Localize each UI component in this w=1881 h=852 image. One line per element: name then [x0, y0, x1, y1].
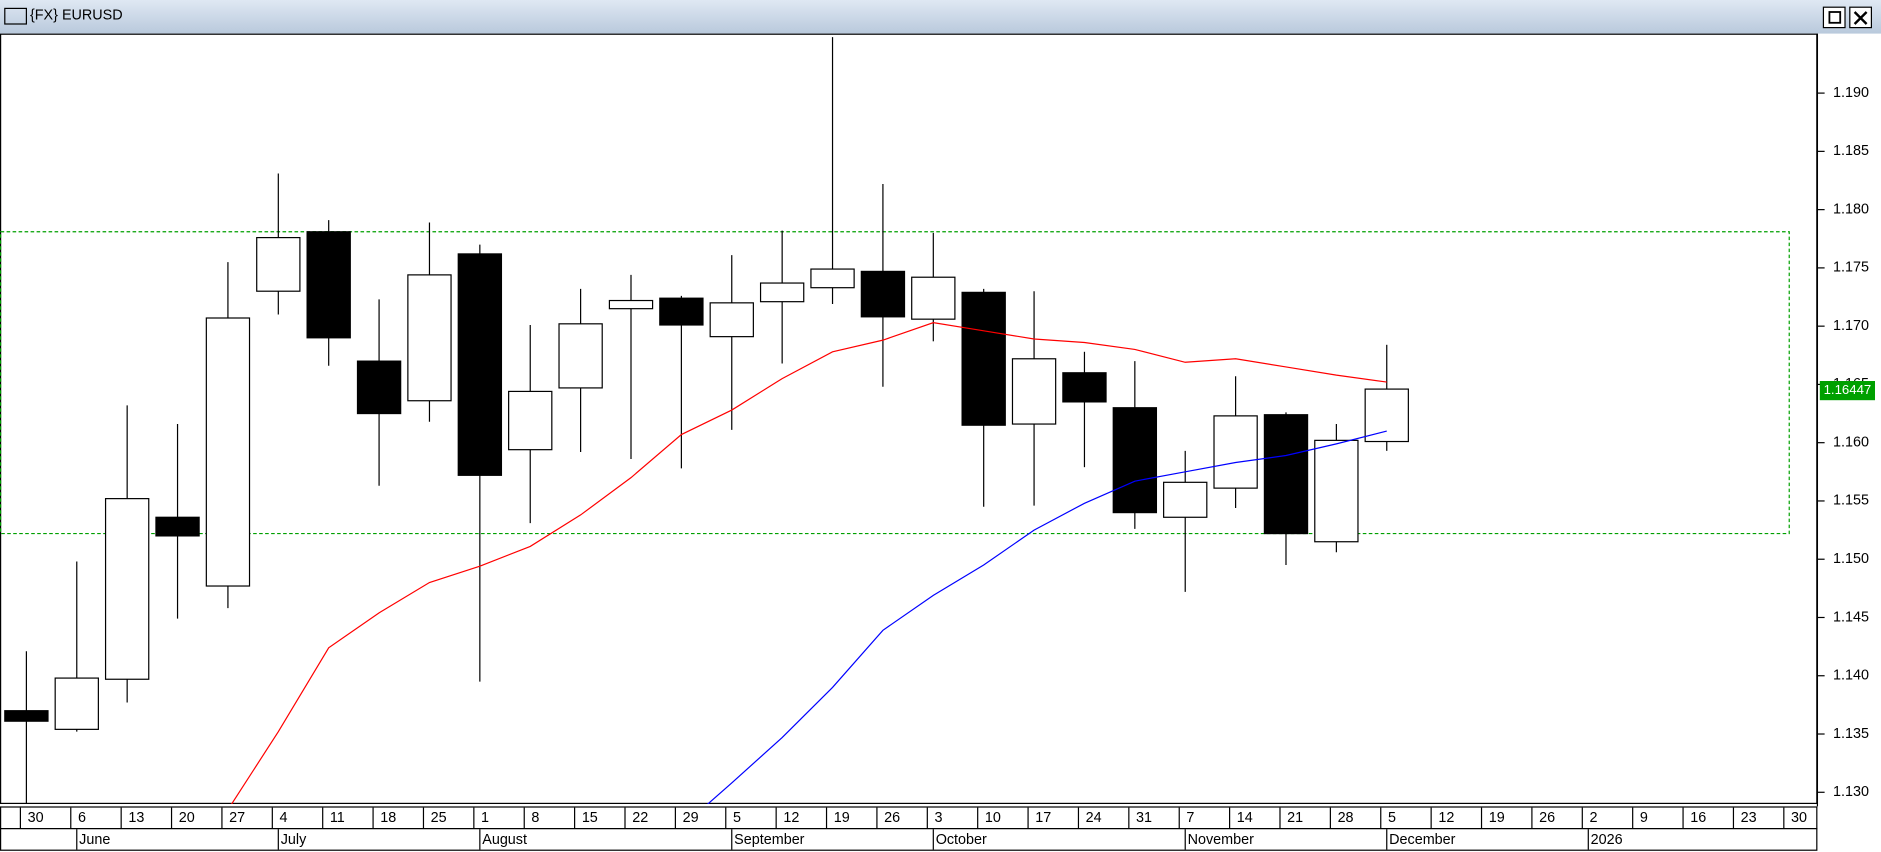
- candle-body: [54, 677, 99, 730]
- x-tick-label: 16: [1690, 810, 1706, 826]
- y-tick-label: 1.160: [1833, 434, 1869, 450]
- x-tick-label: 22: [632, 810, 648, 826]
- x-tick-label: 8: [531, 810, 539, 826]
- x-tick-label: 11: [330, 810, 345, 826]
- candle-body: [356, 360, 402, 415]
- month-label: August: [482, 832, 527, 848]
- candle-body: [860, 270, 906, 318]
- x-tick-label: 17: [1035, 810, 1051, 826]
- x-tick-label: 5: [733, 810, 741, 826]
- x-tick-label: 10: [985, 810, 1001, 826]
- month-label: December: [1389, 832, 1456, 848]
- x-tick-label: 30: [28, 810, 44, 826]
- x-tick-label: 28: [1338, 810, 1354, 826]
- candle-body: [155, 516, 200, 537]
- ma-line: [706, 430, 1387, 804]
- x-tick-label: 4: [280, 810, 288, 826]
- y-tick-label: 1.175: [1833, 260, 1869, 276]
- y-tick-label: 1.130: [1833, 784, 1869, 800]
- candle-body: [1062, 372, 1107, 403]
- close-button[interactable]: [1849, 6, 1873, 29]
- y-tick-label: 1.150: [1833, 551, 1869, 567]
- x-tick-label: 20: [179, 810, 195, 826]
- candle-body: [104, 498, 150, 680]
- month-label: 2026: [1591, 832, 1623, 848]
- x-tick-label: 12: [1438, 810, 1454, 826]
- maximize-button[interactable]: [1822, 6, 1846, 29]
- candle-body: [659, 297, 704, 326]
- x-tick-label: 29: [683, 810, 699, 826]
- plot-area: [0, 33, 1818, 804]
- x-tick-label: 12: [783, 810, 799, 826]
- y-tick-label: 1.190: [1833, 85, 1869, 101]
- x-tick-label: 2: [1589, 810, 1597, 826]
- x-tick-label: 13: [128, 810, 144, 826]
- y-tick-label: 1.155: [1833, 493, 1869, 509]
- x-tick-label: 31: [1136, 810, 1152, 826]
- x-tick-label: 26: [884, 810, 900, 826]
- y-tick-label: 1.140: [1833, 668, 1869, 684]
- candle-body: [558, 323, 603, 389]
- y-tick-label: 1.185: [1833, 143, 1869, 159]
- candle-body: [306, 231, 351, 339]
- candle-body: [1364, 388, 1409, 443]
- x-tick-label: 7: [1186, 810, 1194, 826]
- month-label: June: [79, 832, 110, 848]
- candle-body: [759, 282, 805, 303]
- candle-body: [205, 317, 251, 587]
- candle-body: [1112, 407, 1158, 514]
- candle-body: [1263, 414, 1309, 535]
- candle-body: [4, 710, 49, 722]
- x-tick-label: 19: [1489, 810, 1505, 826]
- last-price-label: 1.16447: [1824, 382, 1872, 397]
- candle-body: [508, 390, 553, 451]
- x-tick-label: 6: [78, 810, 86, 826]
- x-tick-label: 3: [935, 810, 943, 826]
- title-bar: [0, 0, 1881, 34]
- candle-body: [810, 268, 855, 289]
- x-tick-label: 26: [1539, 810, 1555, 826]
- month-label: September: [734, 832, 805, 848]
- x-tick-label: 9: [1640, 810, 1648, 826]
- x-tick-label: 14: [1237, 810, 1253, 826]
- window-title: {FX} EURUSD: [30, 7, 123, 23]
- candle-body: [407, 274, 452, 402]
- candle-body: [1011, 358, 1057, 425]
- x-tick-label: 18: [380, 810, 396, 826]
- x-tick-label: 19: [834, 810, 850, 826]
- candle-body: [608, 299, 654, 310]
- range-box: [0, 231, 1790, 535]
- x-tick-label: 21: [1287, 810, 1303, 826]
- x-tick-label: 5: [1388, 810, 1396, 826]
- month-label: July: [281, 832, 307, 848]
- candle-body: [457, 253, 503, 476]
- candle-body: [256, 236, 301, 292]
- y-tick-label: 1.170: [1833, 318, 1869, 334]
- x-tick-label: 1: [481, 810, 489, 826]
- candle-body: [911, 276, 956, 320]
- window-icon: [4, 7, 27, 25]
- x-tick-label: 25: [431, 810, 447, 826]
- y-tick-label: 1.135: [1833, 726, 1869, 742]
- y-tick-label: 1.180: [1833, 201, 1869, 217]
- x-tick-label: 24: [1086, 810, 1102, 826]
- last-price-tag: [1819, 380, 1876, 401]
- month-label: October: [936, 832, 987, 848]
- ma-line: [230, 322, 1387, 804]
- x-tick-label: 27: [229, 810, 245, 826]
- candle-body: [961, 291, 1006, 426]
- month-label: November: [1188, 832, 1255, 848]
- y-tick-label: 1.145: [1833, 609, 1869, 625]
- x-tick-label: 15: [582, 810, 598, 826]
- candle-body: [709, 302, 754, 338]
- x-tick-label: 23: [1741, 810, 1757, 826]
- candle-body: [1314, 439, 1359, 543]
- candle-body: [1163, 481, 1208, 518]
- candle-body: [1213, 415, 1258, 489]
- x-tick-label: 30: [1791, 810, 1807, 826]
